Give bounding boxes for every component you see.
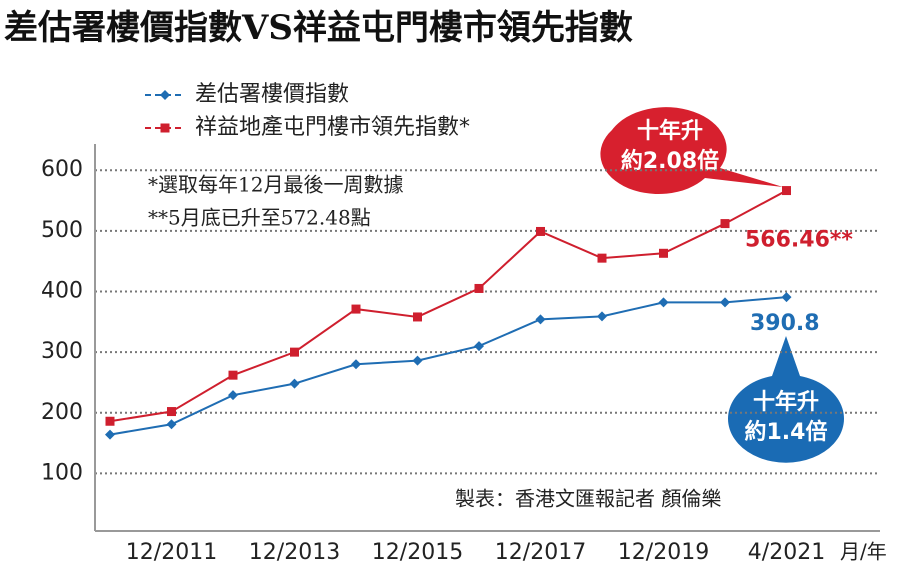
value-label: 390.8 xyxy=(750,311,820,336)
x-tick-label: 12/2019 xyxy=(618,540,709,565)
data-point xyxy=(597,311,607,322)
note: **5月底已升至572.48點 xyxy=(148,206,371,230)
note: *選取每年12月最後一周數據 xyxy=(148,173,403,197)
y-tick-label: 400 xyxy=(41,278,83,303)
data-point xyxy=(536,226,545,236)
source: 製表：香港文匯報記者 顏倫樂 xyxy=(455,487,721,511)
callout-bubble xyxy=(727,336,844,463)
callout-bubble xyxy=(600,107,783,195)
x-tick-label: 4/2021 xyxy=(748,540,825,565)
data-point xyxy=(290,347,299,357)
chart-title: 差估署樓價指數VS祥益屯門樓市領先指數 xyxy=(4,8,633,48)
data-point xyxy=(720,219,730,229)
series-line xyxy=(109,296,787,436)
data-point xyxy=(105,429,115,440)
data-point xyxy=(659,248,668,258)
callout-text: 十年升 xyxy=(637,118,703,144)
data-point xyxy=(167,407,176,417)
callout-text: 約1.4倍 xyxy=(745,419,828,445)
y-tick-label: 500 xyxy=(41,218,83,243)
data-point xyxy=(413,312,422,322)
value-label: 566.46** xyxy=(745,228,853,253)
x-axis-label: 月/年 xyxy=(840,540,887,564)
y-tick-label: 200 xyxy=(41,400,83,425)
data-point xyxy=(105,416,115,426)
legend-marker xyxy=(160,90,170,100)
y-tick-label: 300 xyxy=(41,339,83,364)
data-point xyxy=(658,297,669,308)
data-point xyxy=(474,341,484,352)
data-point xyxy=(351,359,361,370)
data-point xyxy=(166,419,177,430)
data-point xyxy=(597,253,607,263)
data-point xyxy=(720,297,730,308)
data-point xyxy=(535,314,546,325)
data-point xyxy=(351,304,361,314)
data-point xyxy=(228,390,238,401)
legend-marker xyxy=(160,123,170,133)
data-point xyxy=(289,378,300,389)
data-point xyxy=(228,370,238,380)
x-tick-label: 12/2015 xyxy=(372,540,463,565)
series-line xyxy=(109,189,787,423)
legend-label: 差估署樓價指數 xyxy=(195,82,349,107)
legend-label: 祥益地產屯門樓市領先指數* xyxy=(195,115,470,140)
callout-text: 十年升 xyxy=(753,389,819,415)
y-tick-label: 100 xyxy=(41,460,83,485)
data-point xyxy=(781,292,792,303)
data-point xyxy=(412,355,423,366)
x-tick-label: 12/2013 xyxy=(249,540,340,565)
y-tick-label: 600 xyxy=(41,157,83,182)
x-tick-label: 12/2011 xyxy=(126,540,217,565)
data-point xyxy=(474,283,484,293)
x-tick-label: 12/2017 xyxy=(495,540,586,565)
data-point xyxy=(782,186,791,196)
